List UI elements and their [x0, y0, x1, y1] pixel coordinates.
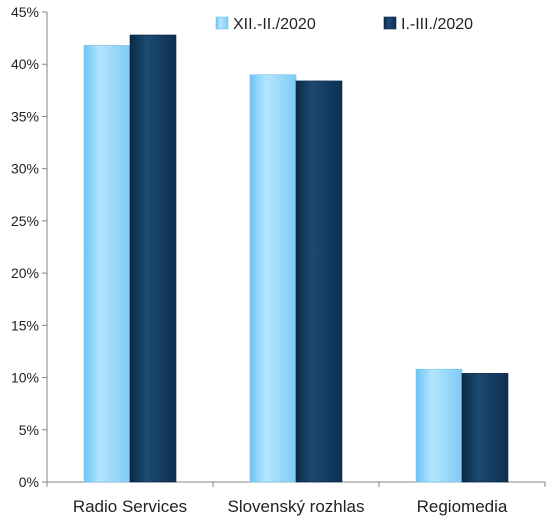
category-label: Radio Services — [73, 497, 187, 516]
y-tick-label: 5% — [19, 422, 39, 438]
y-tick-label: 15% — [11, 317, 39, 333]
bars — [83, 34, 509, 483]
bar-xii-ii-2020-regiomedia — [415, 368, 463, 483]
legend-label: XII.-II./2020 — [233, 16, 316, 33]
bar-i-iii-2020-radio-services — [129, 34, 177, 483]
y-tick-label: 20% — [11, 265, 39, 281]
y-tick-label: 30% — [11, 161, 39, 177]
y-tick-label: 45% — [11, 4, 39, 20]
legend: XII.-II./2020 I.-III./2020 — [215, 16, 473, 33]
labels: 0% 5% 10% 15% 20% 25% 30% 35% 40% 45% Radio Servic… — [11, 4, 508, 516]
bar-xii-ii-2020-radio-services — [83, 45, 131, 483]
bar-i-iii-2020-regiomedia — [461, 373, 509, 483]
legend-swatch — [215, 16, 229, 30]
legend-label: I.-III./2020 — [401, 16, 473, 33]
bar-i-iii-2020-slovensk-rozhlas — [295, 80, 343, 483]
y-tick-label: 10% — [11, 370, 39, 386]
category-label: Regiomedia — [417, 497, 508, 516]
y-tick-label: 35% — [11, 108, 39, 124]
y-tick-label: 25% — [11, 213, 39, 229]
legend-swatch — [383, 16, 397, 30]
category-label: Slovenský rozhlas — [227, 497, 364, 516]
y-tick-label: 40% — [11, 56, 39, 72]
bar-xii-ii-2020-slovensk-rozhlas — [249, 74, 297, 483]
y-tick-label: 0% — [19, 474, 39, 490]
